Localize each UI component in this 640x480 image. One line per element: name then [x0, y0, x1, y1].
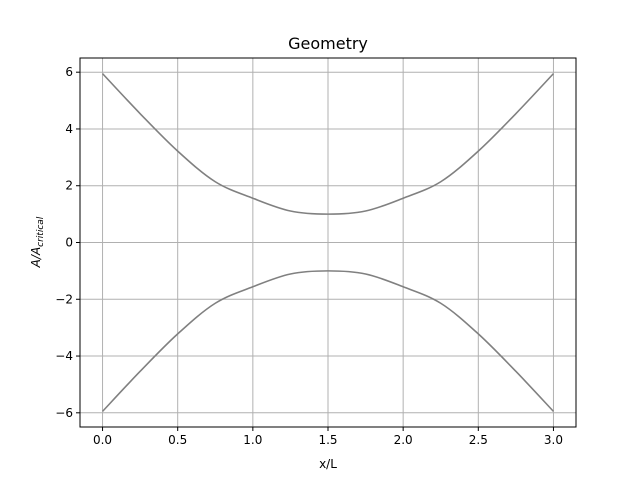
y-tick-label: 2 — [65, 179, 73, 193]
x-tick-label: 3.0 — [544, 433, 563, 447]
y-tick-label: −4 — [55, 349, 73, 363]
y-axis-label-subscript: critical — [36, 216, 46, 247]
x-tick-label: 0.5 — [168, 433, 187, 447]
upper-contour-line — [101, 73, 555, 215]
y-tick-label: 6 — [65, 65, 73, 79]
x-tick-label: 1.0 — [243, 433, 262, 447]
x-axis-label: x/L — [319, 457, 337, 471]
series-group — [101, 73, 555, 412]
y-tick-label: −6 — [55, 406, 73, 420]
x-axis: 0.0 0.5 1.0 1.5 2.0 2.5 3.0 — [93, 427, 563, 447]
grid — [80, 58, 576, 427]
y-tick-label: 0 — [65, 236, 73, 250]
lower-contour-line — [101, 270, 555, 412]
y-tick-label: −2 — [55, 292, 73, 306]
y-axis-label: A/Acritical — [29, 216, 46, 268]
x-tick-label: 0.0 — [93, 433, 112, 447]
y-tick-label: 4 — [65, 122, 73, 136]
y-axis-label-main: A/A — [29, 247, 43, 268]
y-axis: −6 −4 −2 0 2 4 6 — [55, 65, 80, 420]
x-tick-label: 2.5 — [469, 433, 488, 447]
x-tick-label: 2.0 — [394, 433, 413, 447]
chart-title: Geometry — [288, 34, 368, 53]
x-tick-label: 1.5 — [318, 433, 337, 447]
